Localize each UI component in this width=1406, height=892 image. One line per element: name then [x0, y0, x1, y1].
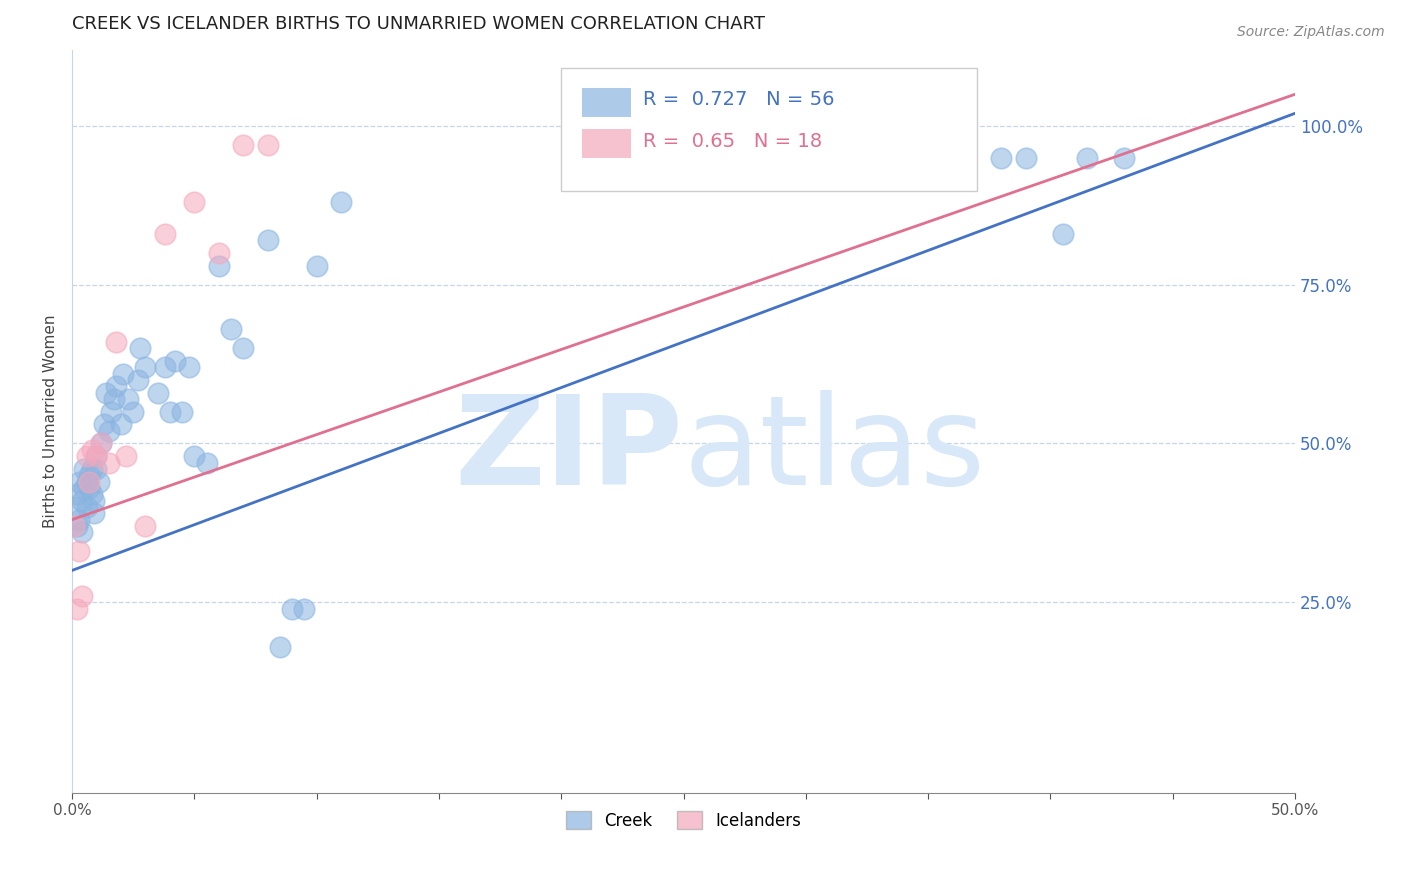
Point [269, 640, 291, 654]
Point [110, 417, 132, 432]
Point [66, 601, 89, 615]
Point [281, 601, 304, 615]
Point [195, 456, 218, 470]
Point [77, 468, 100, 483]
FancyBboxPatch shape [582, 129, 631, 158]
Point [117, 392, 139, 406]
Point [1015, 151, 1038, 165]
Point [77, 481, 100, 495]
Point [97, 456, 120, 470]
Point [86, 449, 108, 463]
Legend: Creek, Icelanders: Creek, Icelanders [560, 805, 808, 837]
Point [86, 462, 108, 476]
FancyBboxPatch shape [561, 69, 977, 191]
Text: R =  0.727   N = 56: R = 0.727 N = 56 [643, 90, 835, 109]
Point [73, 481, 96, 495]
Point [93, 417, 115, 432]
Point [134, 360, 156, 375]
Point [179, 360, 201, 375]
Point [90, 436, 112, 450]
Point [256, 233, 278, 247]
Point [70, 589, 93, 603]
Point [67, 544, 90, 558]
Point [122, 405, 145, 419]
Point [127, 373, 149, 387]
Text: atlas: atlas [683, 391, 986, 511]
Point [112, 367, 135, 381]
Point [990, 151, 1012, 165]
Point [1112, 151, 1135, 165]
Point [80, 487, 103, 501]
Point [208, 246, 231, 260]
Point [70, 525, 93, 540]
Text: Source: ZipAtlas.com: Source: ZipAtlas.com [1237, 25, 1385, 39]
Point [86, 449, 108, 463]
Point [305, 259, 328, 273]
Point [153, 360, 176, 375]
Point [1052, 227, 1074, 241]
Point [163, 354, 186, 368]
Point [129, 341, 152, 355]
FancyBboxPatch shape [582, 88, 631, 117]
Point [83, 493, 105, 508]
Point [77, 475, 100, 489]
Point [73, 462, 96, 476]
Point [183, 195, 205, 210]
Point [63, 500, 86, 514]
Point [330, 195, 353, 210]
Point [256, 138, 278, 153]
Point [105, 334, 128, 349]
Point [76, 500, 98, 514]
Point [67, 475, 90, 489]
Point [76, 449, 98, 463]
Point [97, 424, 120, 438]
Point [146, 385, 169, 400]
Point [219, 322, 242, 336]
Point [232, 341, 254, 355]
Point [172, 405, 194, 419]
Point [183, 449, 205, 463]
Point [87, 475, 110, 489]
Point [159, 405, 181, 419]
Point [153, 227, 176, 241]
Point [292, 601, 315, 615]
Point [232, 138, 254, 153]
Point [90, 436, 112, 450]
Y-axis label: Births to Unmarried Women: Births to Unmarried Women [44, 315, 58, 528]
Point [76, 475, 98, 489]
Point [208, 259, 231, 273]
Text: R =  0.65   N = 18: R = 0.65 N = 18 [643, 132, 823, 151]
Point [66, 519, 89, 533]
Point [96, 385, 118, 400]
Point [70, 493, 93, 508]
Text: ZIP: ZIP [454, 391, 683, 511]
Point [80, 462, 103, 476]
Point [103, 392, 125, 406]
Point [1076, 151, 1098, 165]
Point [114, 449, 136, 463]
Point [63, 519, 86, 533]
Point [105, 379, 128, 393]
Point [134, 519, 156, 533]
Point [100, 405, 122, 419]
Text: CREEK VS ICELANDER BIRTHS TO UNMARRIED WOMEN CORRELATION CHART: CREEK VS ICELANDER BIRTHS TO UNMARRIED W… [72, 15, 765, 33]
Point [80, 442, 103, 457]
Point [67, 513, 90, 527]
Point [83, 506, 105, 520]
Point [66, 487, 89, 501]
